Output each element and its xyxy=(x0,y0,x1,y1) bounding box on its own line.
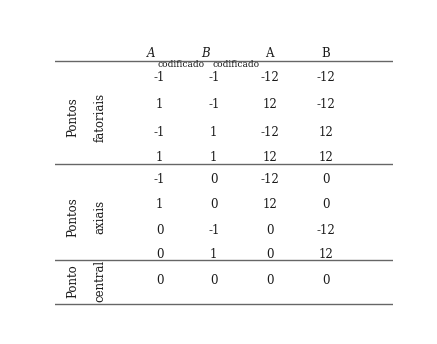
Text: Pontos: Pontos xyxy=(67,197,80,237)
Text: 1: 1 xyxy=(156,198,163,211)
Text: -1: -1 xyxy=(154,71,165,84)
Text: 1: 1 xyxy=(156,98,163,111)
Text: 0: 0 xyxy=(266,248,274,261)
Text: -1: -1 xyxy=(208,224,219,237)
Text: -1: -1 xyxy=(154,126,165,139)
Text: -12: -12 xyxy=(316,224,335,237)
Text: 0: 0 xyxy=(266,224,274,237)
Text: -12: -12 xyxy=(260,173,279,185)
Text: 0: 0 xyxy=(210,198,218,211)
Text: Ponto: Ponto xyxy=(67,264,80,298)
Text: 12: 12 xyxy=(318,151,333,164)
Text: -12: -12 xyxy=(260,126,279,139)
Text: codificado: codificado xyxy=(212,60,259,69)
Text: 0: 0 xyxy=(156,248,163,261)
Text: 1: 1 xyxy=(210,248,218,261)
Text: B: B xyxy=(321,47,330,60)
Text: -1: -1 xyxy=(208,71,219,84)
Text: 12: 12 xyxy=(262,98,277,111)
Text: -1: -1 xyxy=(208,98,219,111)
Text: 12: 12 xyxy=(318,126,333,139)
Text: A: A xyxy=(265,47,274,60)
Text: 12: 12 xyxy=(318,248,333,261)
Text: axiais: axiais xyxy=(94,200,107,234)
Text: 12: 12 xyxy=(262,151,277,164)
Text: 0: 0 xyxy=(322,275,329,288)
Text: codificado: codificado xyxy=(158,60,205,69)
Text: 0: 0 xyxy=(266,275,274,288)
Text: central: central xyxy=(94,260,107,302)
Text: 0: 0 xyxy=(156,224,163,237)
Text: 0: 0 xyxy=(322,198,329,211)
Text: B: B xyxy=(201,47,210,60)
Text: 0: 0 xyxy=(156,275,163,288)
Text: Pontos: Pontos xyxy=(67,98,80,137)
Text: fatoriais: fatoriais xyxy=(94,93,107,142)
Text: 0: 0 xyxy=(322,173,329,185)
Text: 0: 0 xyxy=(210,275,218,288)
Text: 1: 1 xyxy=(210,126,218,139)
Text: 12: 12 xyxy=(262,198,277,211)
Text: 0: 0 xyxy=(210,173,218,185)
Text: 1: 1 xyxy=(210,151,218,164)
Text: -12: -12 xyxy=(316,98,335,111)
Text: -12: -12 xyxy=(260,71,279,84)
Text: 1: 1 xyxy=(156,151,163,164)
Text: -1: -1 xyxy=(154,173,165,185)
Text: -12: -12 xyxy=(316,71,335,84)
Text: A: A xyxy=(147,47,156,60)
